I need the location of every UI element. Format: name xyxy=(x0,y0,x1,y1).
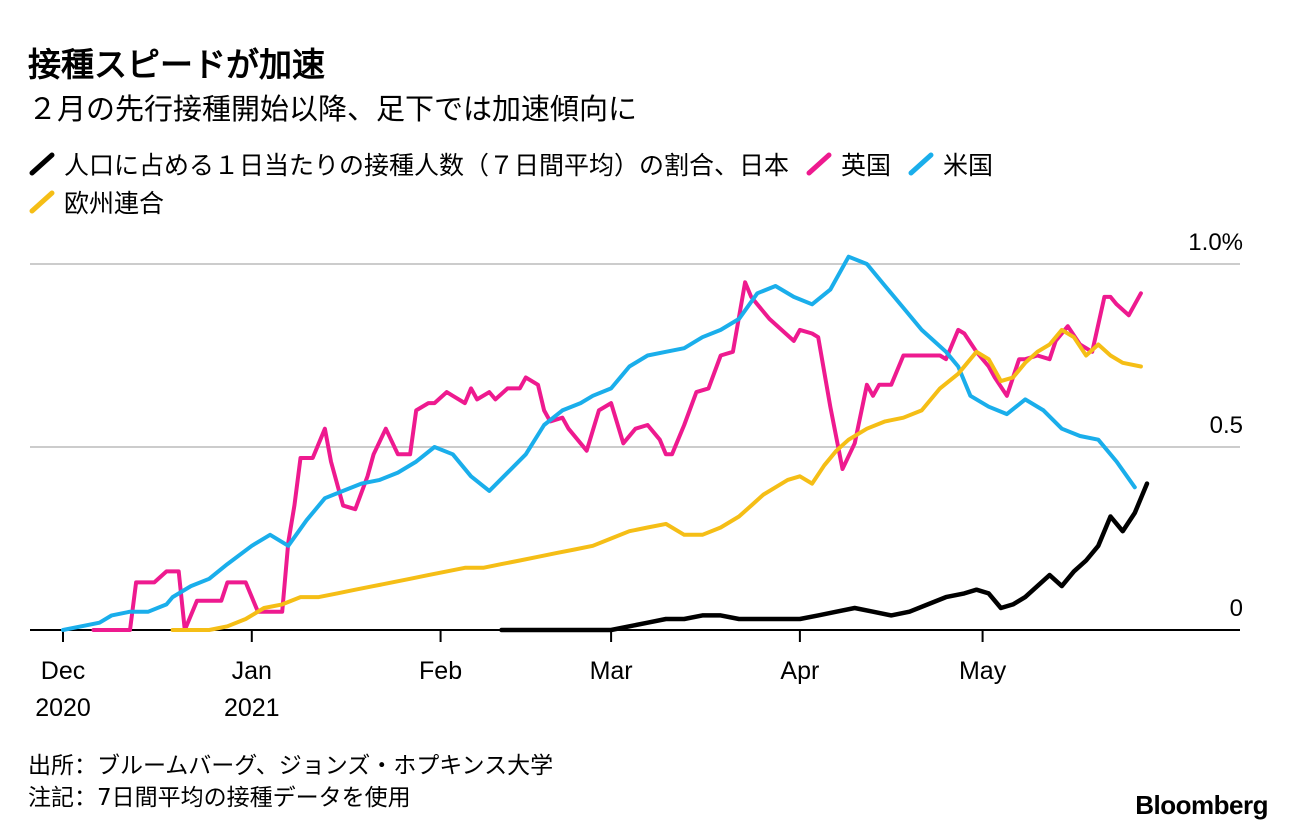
source-note: 出所：ブルームバーグ、ジョンズ・ホプキンス大学 xyxy=(28,753,554,779)
x-tick-sublabel: 2020 xyxy=(35,694,91,722)
legend-label-eu: 欧州連合 xyxy=(64,189,165,218)
series-line-us xyxy=(61,254,1137,632)
x-tick-sublabel: 2021 xyxy=(224,694,280,722)
legend-item-us: 米国 xyxy=(907,146,993,182)
footnote: 注記：7日間平均の接種データを使用 xyxy=(28,785,411,811)
series-line-eu xyxy=(170,327,1143,632)
legend: 人口に占める１日当たりの接種人数（７日間平均）の割合、日本 英国 米国 xyxy=(28,146,1009,182)
y-tick-label: 0.5 xyxy=(1210,412,1243,439)
x-tick-label: Feb xyxy=(419,657,462,685)
x-tick-label: May xyxy=(959,657,1007,685)
legend-label-us: 米国 xyxy=(943,151,994,180)
legend-label-japan: 人口に占める１日当たりの接種人数（７日間平均）の割合、日本 xyxy=(64,151,790,180)
x-tick-label: Jan xyxy=(232,657,272,685)
y-tick-label: 0 xyxy=(1230,595,1243,622)
legend-swatch-japan xyxy=(29,152,55,176)
x-tick-label: Dec xyxy=(41,657,85,685)
series-line-japan xyxy=(499,481,1150,633)
y-tick-label: 1.0% xyxy=(1188,229,1243,256)
x-tick-label: Mar xyxy=(590,657,633,685)
chart-subtitle: ２月の先行接種開始以降、足下では加速傾向に xyxy=(28,92,638,126)
legend-swatch-us xyxy=(908,152,934,176)
bloomberg-logo: Bloomberg xyxy=(1135,790,1268,820)
legend-item-uk: 英国 xyxy=(805,146,891,182)
series-line-uk xyxy=(91,280,1143,632)
x-tick-label: Apr xyxy=(780,657,819,685)
legend-swatch-uk xyxy=(806,152,832,176)
legend-row-2: 欧州連合 xyxy=(28,184,180,220)
chart-title: 接種スピードが加速 xyxy=(28,45,325,84)
legend-label-uk: 英国 xyxy=(841,151,892,180)
legend-swatch-eu xyxy=(29,190,55,214)
legend-item-japan: 人口に占める１日当たりの接種人数（７日間平均）の割合、日本 xyxy=(28,146,789,182)
legend-item-eu: 欧州連合 xyxy=(28,184,164,220)
